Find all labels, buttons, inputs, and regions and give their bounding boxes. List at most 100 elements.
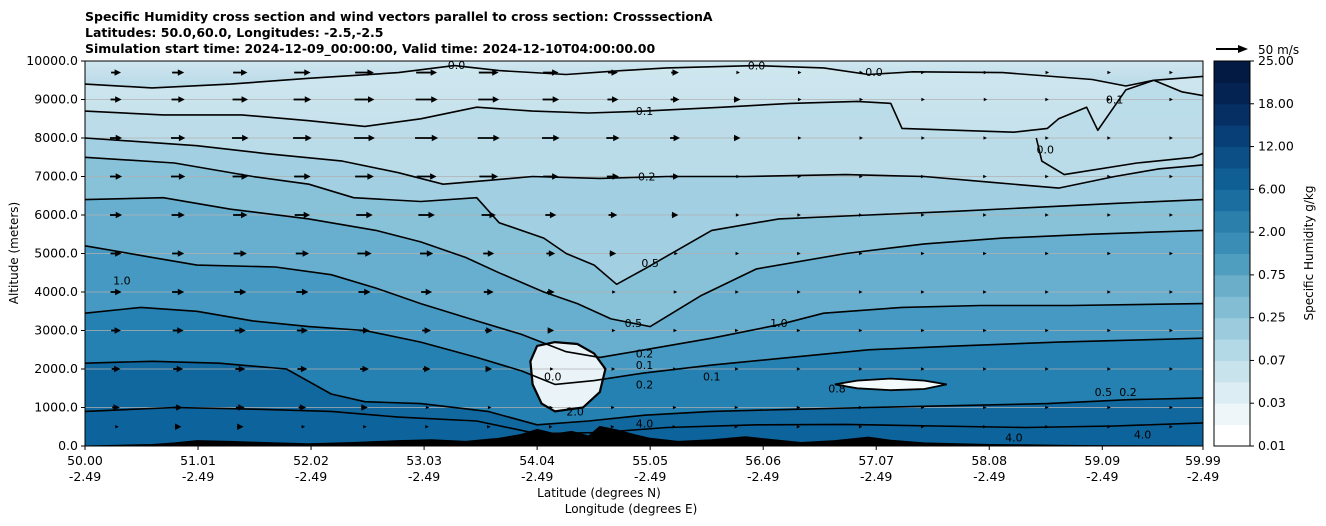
wind-vector [1169,70,1173,75]
wind-vector [234,288,247,296]
wind-vector [111,69,122,76]
wind-vector [110,211,123,219]
contour-label: 0.5 [625,317,643,330]
wind-vector [420,250,434,257]
wind-vector-head [1169,213,1173,217]
wind-vector [1107,70,1111,75]
wind-vector-head [177,69,185,76]
wind-vector [983,70,988,75]
wind-vector [736,174,740,179]
wind-vector [606,173,619,180]
wind-vector [357,250,372,257]
wind-vector [542,96,560,103]
wind-vector [858,405,863,410]
wind-vector-head [115,96,122,103]
wind-vector-head [921,97,925,102]
wind-vector-head [858,405,863,410]
wind-vector-head [858,290,863,294]
contour-label: 2.0 [566,405,584,418]
x-tick-label-lon: -2.49 [1187,469,1219,484]
wind-vector-head [736,174,740,179]
wind-vector [548,424,553,429]
wind-vector-head [301,424,306,429]
wind-vector [983,367,987,371]
y-tick-label: 2000.0 [34,361,78,376]
wind-vector [796,405,801,410]
wind-vector-head [115,134,123,142]
wind-vector-head [610,424,615,429]
wind-vector-head [552,173,559,180]
x-tick-label-lat: 56.06 [745,453,781,468]
wind-vector-head [366,211,373,219]
wind-vector [672,424,677,429]
wind-vector [858,251,863,256]
wind-vector [734,405,739,410]
wind-vector [983,97,988,102]
wind-vector [232,173,248,180]
wind-vector-head [1045,213,1049,217]
wind-vector-head [239,327,246,334]
wind-vector [485,365,493,373]
wind-vector-head [672,424,677,429]
chart-title-line-3: Simulation start time: 2024-12-09_00:00:… [85,41,656,56]
wind-vector-head [672,405,677,410]
wind-vector [173,404,183,411]
wind-vector [797,70,802,75]
colorbar-band [1214,82,1250,105]
wind-vector-head [363,327,370,334]
humidity-contour-line [85,245,1203,359]
wind-vector-head [796,328,801,333]
x-tick-label-lat: 57.07 [858,453,894,468]
wind-vector-head [983,97,988,102]
wind-vector [1107,367,1111,371]
wind-vector [232,96,248,103]
wind-vector-head [734,96,741,103]
contour-label: 0.0 [865,66,883,79]
wind-vector [1169,174,1173,179]
wind-vector-head [920,424,925,429]
x-tick-label-lon: -2.49 [973,469,1005,484]
wind-vector-head [1169,405,1173,410]
wind-vector-head [858,213,863,217]
wind-vector [735,328,739,333]
wind-vector-head [735,213,740,217]
wind-vector-head [983,405,987,410]
wind-vector-head [425,288,433,296]
x-tick-label-lat: 58.08 [971,453,1007,468]
wind-vector [859,174,863,179]
wind-vector [356,211,373,219]
wind-vector-head [983,213,987,217]
wind-vector [734,424,739,429]
chart-title-line-2: Latitudes: 50.0,60.0, Longitudes: -2.5,-… [85,25,384,40]
wind-vector-head [425,424,429,429]
wind-vector [172,69,185,76]
y-tick-label: 1000.0 [34,400,78,415]
wind-vector [1169,405,1173,410]
wind-vector [1107,97,1111,102]
wind-vector [920,290,925,294]
wind-vector [550,367,554,371]
wind-vector-head [920,328,925,333]
x-tick-label-lon: -2.49 [408,469,440,484]
wind-vector-head [1107,367,1111,371]
wind-vector-head [239,288,247,296]
wind-vector-head [611,405,615,410]
wind-vector [487,424,491,429]
wind-vector-head [303,211,311,219]
wind-vector-head [859,97,864,102]
colorbar-frame [1213,60,1251,447]
wind-vector [110,288,122,296]
wind-vector-head [486,327,493,334]
wind-vector [983,328,987,333]
wind-vector [115,424,119,429]
wind-vector-head [241,211,248,219]
wind-vector [1107,405,1111,410]
wind-vector [1107,251,1111,256]
wind-vector [172,250,185,257]
wind-vector-head [1169,136,1173,140]
contour-label: 0.2 [636,348,654,361]
wind-vector-head [178,134,186,142]
wind-vector [484,327,493,334]
wind-vector-head [487,405,492,410]
wind-vector-head [858,424,863,429]
